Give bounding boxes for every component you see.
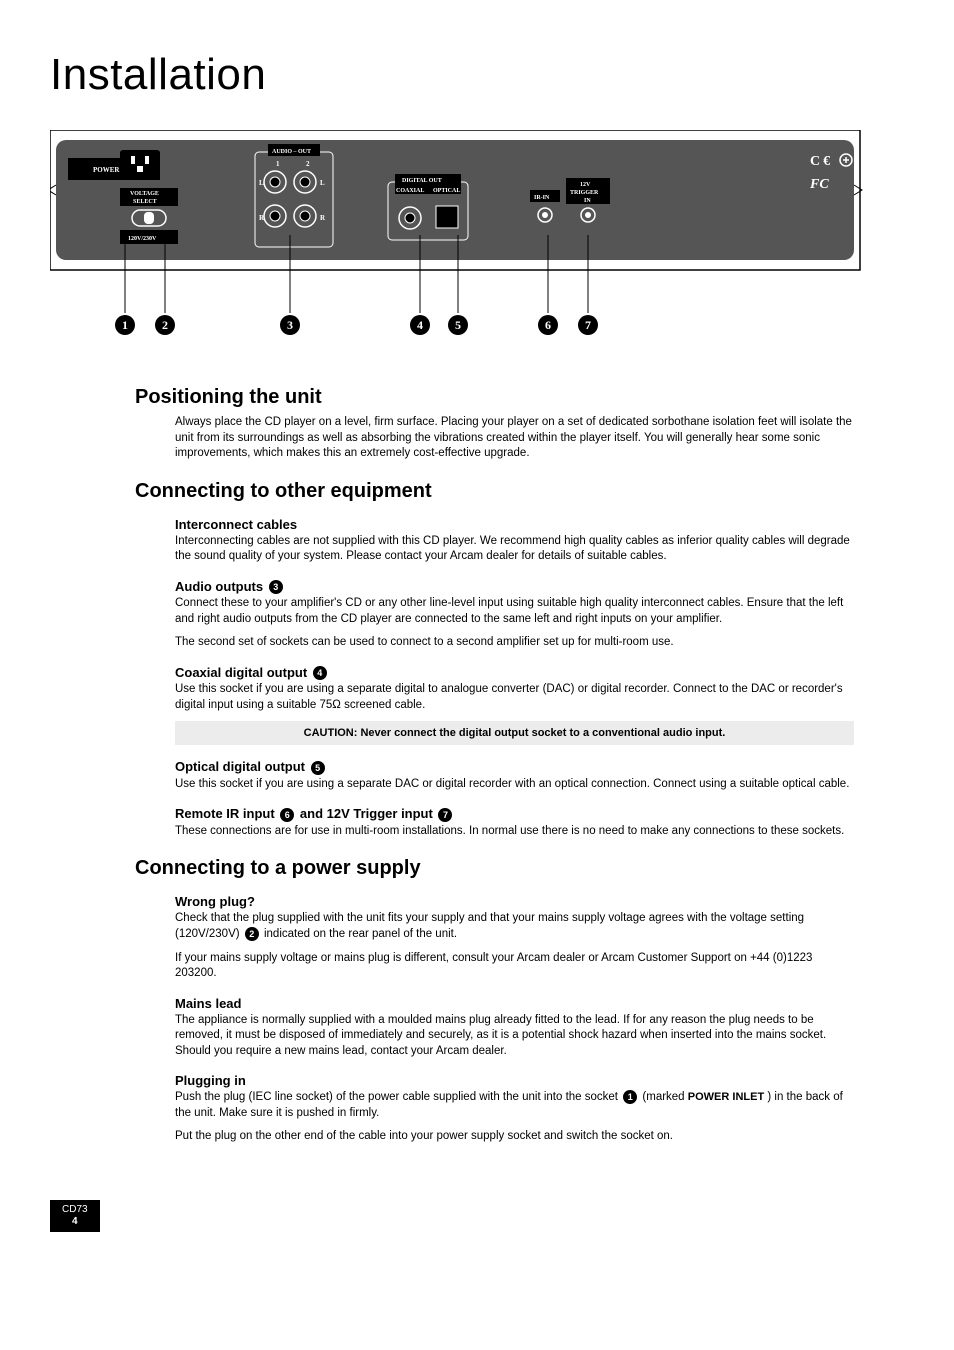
interconnect-text: Interconnecting cables are not supplied …	[175, 534, 854, 565]
heading-audio-outputs: Audio outputs 3	[175, 579, 854, 595]
heading-connecting-equipment: Connecting to other equipment	[135, 480, 854, 503]
coaxial-label: Coaxial digital output	[175, 665, 307, 680]
heading-coaxial: Coaxial digital output 4	[175, 665, 854, 681]
svg-text:6: 6	[545, 318, 551, 332]
plugging-in-text1b: (marked	[642, 1091, 687, 1103]
page-title: Installation	[0, 0, 954, 130]
heading-remote-ir: Remote IR input 6 and 12V Trigger input …	[175, 806, 854, 822]
svg-text:AUDIO – OUT: AUDIO – OUT	[272, 149, 311, 155]
svg-text:4: 4	[417, 318, 423, 332]
footer-tab: CD73 4	[50, 1200, 100, 1232]
plugging-in-text1a: Push the plug (IEC line socket) of the p…	[175, 1091, 621, 1103]
heading-power-supply: Connecting to a power supply	[135, 857, 854, 880]
svg-text:VOLTAGE: VOLTAGE	[130, 191, 159, 197]
svg-text:1: 1	[276, 160, 280, 168]
heading-plugging-in: Plugging in	[175, 1073, 854, 1088]
ref-icon: 6	[280, 808, 294, 822]
remote-ir-label1: Remote IR input	[175, 806, 275, 821]
svg-text:3: 3	[287, 318, 293, 332]
svg-text:5: 5	[455, 318, 461, 332]
plugging-in-text1: Push the plug (IEC line socket) of the p…	[175, 1090, 854, 1121]
svg-text:COAXIAL: COAXIAL	[396, 188, 424, 194]
svg-text:12V: 12V	[580, 182, 591, 188]
power-inlet-caps: POWER INLET	[688, 1091, 764, 1103]
audio-outputs-label: Audio outputs	[175, 579, 263, 594]
content-body: Positioning the unit Always place the CD…	[0, 386, 954, 1145]
wrong-plug-text1: Check that the plug supplied with the un…	[175, 911, 854, 942]
svg-text:C€: C€	[810, 154, 833, 169]
svg-text:2: 2	[306, 160, 310, 168]
svg-text:FC: FC	[809, 177, 829, 192]
optical-label: Optical digital output	[175, 759, 305, 774]
svg-text:1: 1	[122, 318, 128, 332]
audio-outputs-text2: The second set of sockets can be used to…	[175, 635, 854, 651]
svg-text:IN: IN	[584, 198, 591, 204]
optical-text: Use this socket if you are using a separ…	[175, 777, 854, 793]
wrong-plug-text1b: indicated on the rear panel of the unit.	[264, 928, 457, 940]
heading-wrong-plug: Wrong plug?	[175, 894, 854, 909]
svg-text:7: 7	[585, 318, 591, 332]
svg-text:OPTICAL: OPTICAL	[433, 188, 460, 194]
rear-panel-diagram: POWER INLETVOLTAGESELECT120V/230VAUDIO –…	[0, 130, 954, 368]
coaxial-text: Use this socket if you are using a separ…	[175, 682, 854, 713]
ref-icon: 3	[269, 580, 283, 594]
plugging-in-text2: Put the plug on the other end of the cab…	[175, 1129, 854, 1145]
mains-lead-text: The appliance is normally supplied with …	[175, 1013, 854, 1060]
heading-positioning: Positioning the unit	[135, 386, 854, 409]
caution-box: CAUTION: Never connect the digital outpu…	[175, 721, 854, 745]
remote-ir-label2: and 12V Trigger input	[300, 806, 433, 821]
wrong-plug-text2: If your mains supply voltage or mains pl…	[175, 951, 854, 982]
heading-optical: Optical digital output 5	[175, 759, 854, 775]
positioning-text: Always place the CD player on a level, f…	[175, 415, 854, 462]
audio-outputs-text1: Connect these to your amplifier's CD or …	[175, 596, 854, 627]
ref-icon: 2	[245, 927, 259, 941]
footer-page-number: 4	[62, 1216, 88, 1228]
svg-text:120V/230V: 120V/230V	[128, 236, 157, 242]
footer-model: CD73	[62, 1204, 88, 1215]
remote-ir-text: These connections are for use in multi-r…	[175, 824, 854, 840]
ref-icon: 1	[623, 1090, 637, 1104]
heading-interconnect: Interconnect cables	[175, 517, 854, 532]
ref-icon: 4	[313, 666, 327, 680]
svg-text:IR-IN: IR-IN	[534, 195, 550, 201]
svg-text:2: 2	[162, 318, 168, 332]
svg-text:L: L	[320, 179, 325, 187]
svg-text:DIGITAL OUT: DIGITAL OUT	[402, 178, 442, 184]
svg-text:SELECT: SELECT	[133, 199, 157, 205]
svg-text:L: L	[259, 179, 264, 187]
heading-mains-lead: Mains lead	[175, 996, 854, 1011]
svg-text:TRIGGER: TRIGGER	[570, 190, 599, 196]
ref-icon: 5	[311, 761, 325, 775]
ref-icon: 7	[438, 808, 452, 822]
